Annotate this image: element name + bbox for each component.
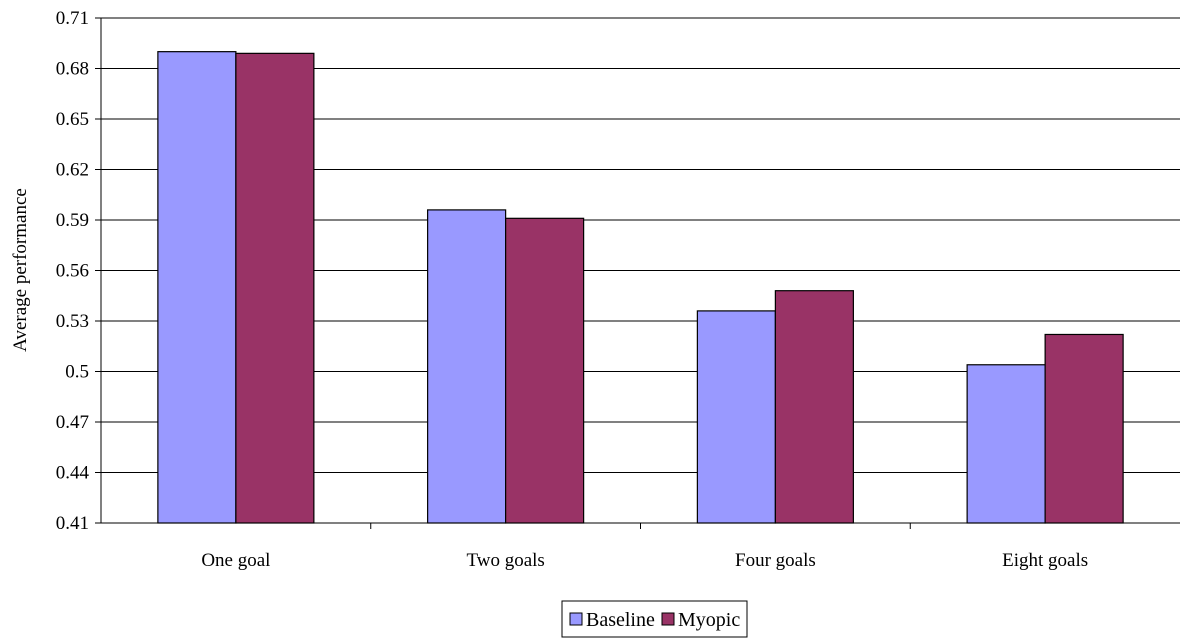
axes — [95, 17, 1180, 529]
bar-myopic-3 — [1044, 333, 1124, 524]
legend: Baseline Myopic — [561, 600, 748, 638]
y-tick-label: 0.68 — [56, 59, 89, 80]
y-tick-label: 0.47 — [56, 412, 89, 433]
legend-swatch-myopic — [661, 612, 675, 626]
legend-label-baseline: Baseline — [586, 609, 655, 631]
legend-swatch-baseline — [569, 612, 583, 626]
y-tick-label: 0.59 — [56, 210, 89, 231]
legend-box — [561, 600, 748, 638]
bar-baseline-0 — [157, 51, 237, 524]
bar-baseline-2 — [696, 310, 776, 524]
x-category-label: Four goals — [735, 550, 816, 571]
y-tick-label: 0.65 — [56, 109, 89, 130]
x-category-label: One goal — [201, 550, 270, 571]
bar-myopic-1 — [505, 217, 585, 524]
y-axis-title: Average performance — [10, 188, 31, 352]
y-tick-label: 0.56 — [56, 261, 89, 282]
x-category-label: Eight goals — [1002, 550, 1088, 571]
y-tick-labels: 0.41 0.44 0.47 0.5 0.53 0.56 0.59 0.62 0.65 0.68 0… — [56, 8, 90, 534]
y-tick-label: 0.53 — [56, 311, 89, 332]
bar-baseline-1 — [427, 209, 507, 524]
x-category-label: Two goals — [466, 550, 544, 571]
legend-label-myopic: Myopic — [678, 609, 740, 631]
y-tick-label: 0.62 — [56, 160, 89, 181]
y-tick-label: 0.71 — [56, 8, 89, 29]
y-tick-label: 0.5 — [65, 362, 89, 383]
y-tick-label: 0.41 — [56, 513, 89, 534]
bar-baseline-3 — [966, 364, 1046, 524]
y-tick-label: 0.44 — [56, 463, 90, 484]
bar-myopic-2 — [774, 290, 854, 524]
bar-myopic-0 — [235, 52, 315, 524]
x-category-labels: One goal Two goals Four goals Eight goals — [201, 550, 1088, 571]
bars — [157, 51, 1124, 524]
